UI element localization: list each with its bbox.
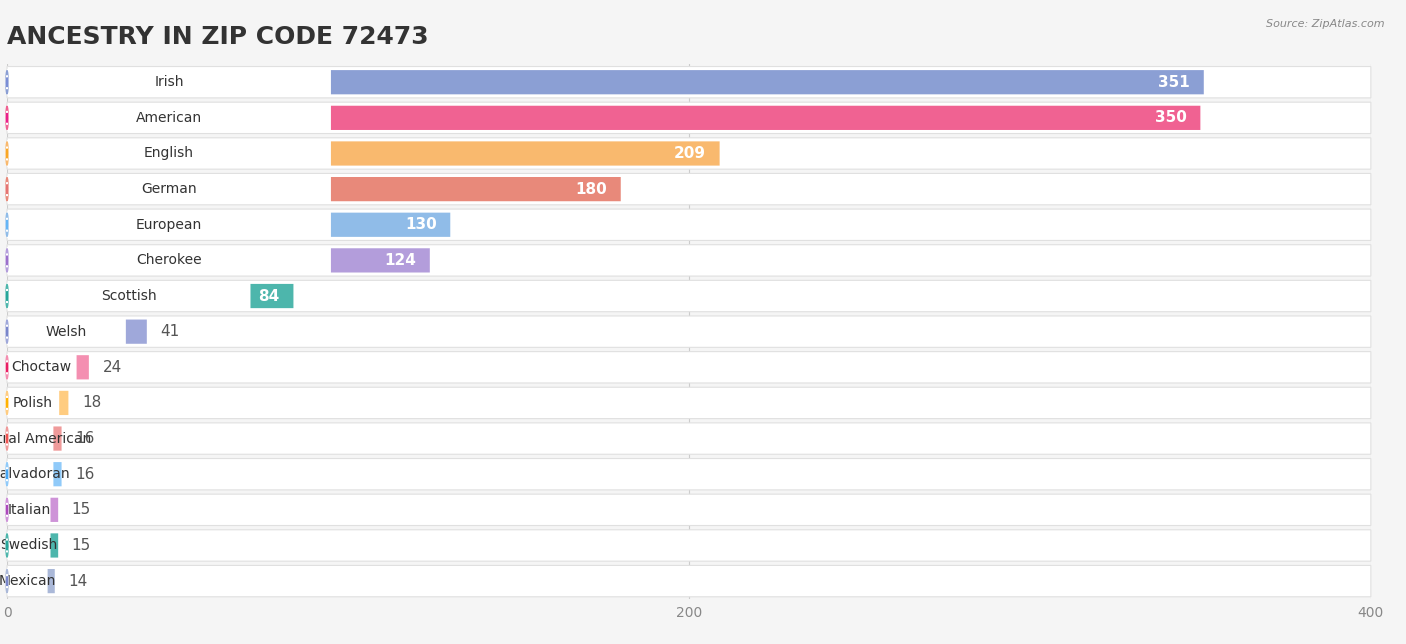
FancyBboxPatch shape (7, 70, 1204, 94)
Text: Central American: Central American (0, 431, 91, 446)
FancyBboxPatch shape (7, 533, 58, 558)
Text: American: American (136, 111, 202, 125)
Text: 351: 351 (1159, 75, 1189, 90)
Circle shape (6, 249, 8, 272)
Circle shape (6, 178, 8, 201)
Circle shape (6, 71, 8, 94)
FancyBboxPatch shape (7, 102, 1371, 133)
Text: 130: 130 (405, 217, 437, 232)
FancyBboxPatch shape (7, 211, 330, 238)
FancyBboxPatch shape (7, 390, 59, 416)
FancyBboxPatch shape (7, 177, 620, 201)
FancyBboxPatch shape (7, 391, 69, 415)
Circle shape (6, 213, 8, 236)
FancyBboxPatch shape (7, 245, 1371, 276)
Circle shape (6, 534, 8, 557)
Text: 15: 15 (72, 502, 91, 517)
FancyBboxPatch shape (7, 142, 720, 166)
FancyBboxPatch shape (7, 318, 127, 345)
FancyBboxPatch shape (7, 283, 250, 309)
Text: Italian: Italian (7, 503, 51, 517)
FancyBboxPatch shape (7, 69, 330, 95)
FancyBboxPatch shape (7, 387, 1371, 419)
FancyBboxPatch shape (7, 176, 330, 202)
Text: 180: 180 (575, 182, 607, 196)
FancyBboxPatch shape (7, 319, 146, 344)
Text: Swedish: Swedish (0, 538, 58, 553)
Circle shape (6, 462, 8, 486)
Circle shape (6, 106, 8, 129)
Text: 41: 41 (160, 324, 180, 339)
FancyBboxPatch shape (7, 209, 1371, 240)
FancyBboxPatch shape (7, 532, 51, 559)
FancyBboxPatch shape (7, 138, 1371, 169)
Text: Choctaw: Choctaw (11, 360, 72, 374)
Text: Welsh: Welsh (46, 325, 87, 339)
FancyBboxPatch shape (7, 247, 330, 274)
FancyBboxPatch shape (7, 494, 1371, 526)
FancyBboxPatch shape (7, 173, 1371, 205)
Circle shape (6, 285, 8, 308)
FancyBboxPatch shape (7, 66, 1371, 98)
Text: 209: 209 (673, 146, 706, 161)
FancyBboxPatch shape (7, 530, 1371, 561)
Circle shape (6, 355, 8, 379)
FancyBboxPatch shape (7, 565, 1371, 597)
FancyBboxPatch shape (7, 284, 294, 308)
FancyBboxPatch shape (7, 104, 330, 131)
FancyBboxPatch shape (7, 568, 48, 594)
Text: 124: 124 (384, 253, 416, 268)
Text: Cherokee: Cherokee (136, 253, 202, 267)
Text: Scottish: Scottish (101, 289, 156, 303)
Text: 18: 18 (82, 395, 101, 410)
FancyBboxPatch shape (7, 355, 89, 379)
FancyBboxPatch shape (7, 462, 62, 486)
Text: 16: 16 (76, 431, 94, 446)
Circle shape (6, 569, 8, 592)
Text: Polish: Polish (13, 396, 53, 410)
Text: 24: 24 (103, 360, 122, 375)
Circle shape (6, 320, 8, 343)
Circle shape (6, 392, 8, 415)
Text: 350: 350 (1154, 110, 1187, 126)
Text: European: European (136, 218, 202, 232)
Text: Mexican: Mexican (0, 574, 56, 588)
FancyBboxPatch shape (7, 498, 58, 522)
FancyBboxPatch shape (7, 425, 53, 452)
Text: 14: 14 (69, 574, 87, 589)
FancyBboxPatch shape (7, 316, 1371, 347)
FancyBboxPatch shape (7, 459, 1371, 490)
Text: 84: 84 (259, 289, 280, 303)
FancyBboxPatch shape (7, 249, 430, 272)
Text: German: German (141, 182, 197, 196)
Text: Source: ZipAtlas.com: Source: ZipAtlas.com (1267, 19, 1385, 30)
FancyBboxPatch shape (7, 354, 76, 381)
FancyBboxPatch shape (7, 352, 1371, 383)
FancyBboxPatch shape (7, 426, 62, 451)
FancyBboxPatch shape (7, 497, 51, 523)
Text: Irish: Irish (155, 75, 184, 90)
Text: Salvadoran: Salvadoran (0, 467, 69, 481)
Circle shape (6, 427, 8, 450)
FancyBboxPatch shape (7, 213, 450, 237)
FancyBboxPatch shape (7, 569, 55, 593)
Text: ANCESTRY IN ZIP CODE 72473: ANCESTRY IN ZIP CODE 72473 (7, 24, 429, 48)
Text: English: English (143, 146, 194, 160)
Circle shape (6, 498, 8, 522)
FancyBboxPatch shape (7, 423, 1371, 454)
FancyBboxPatch shape (7, 140, 330, 167)
Text: 16: 16 (76, 467, 94, 482)
Text: 15: 15 (72, 538, 91, 553)
Circle shape (6, 142, 8, 165)
FancyBboxPatch shape (7, 280, 1371, 312)
FancyBboxPatch shape (7, 461, 53, 488)
FancyBboxPatch shape (7, 106, 1201, 130)
